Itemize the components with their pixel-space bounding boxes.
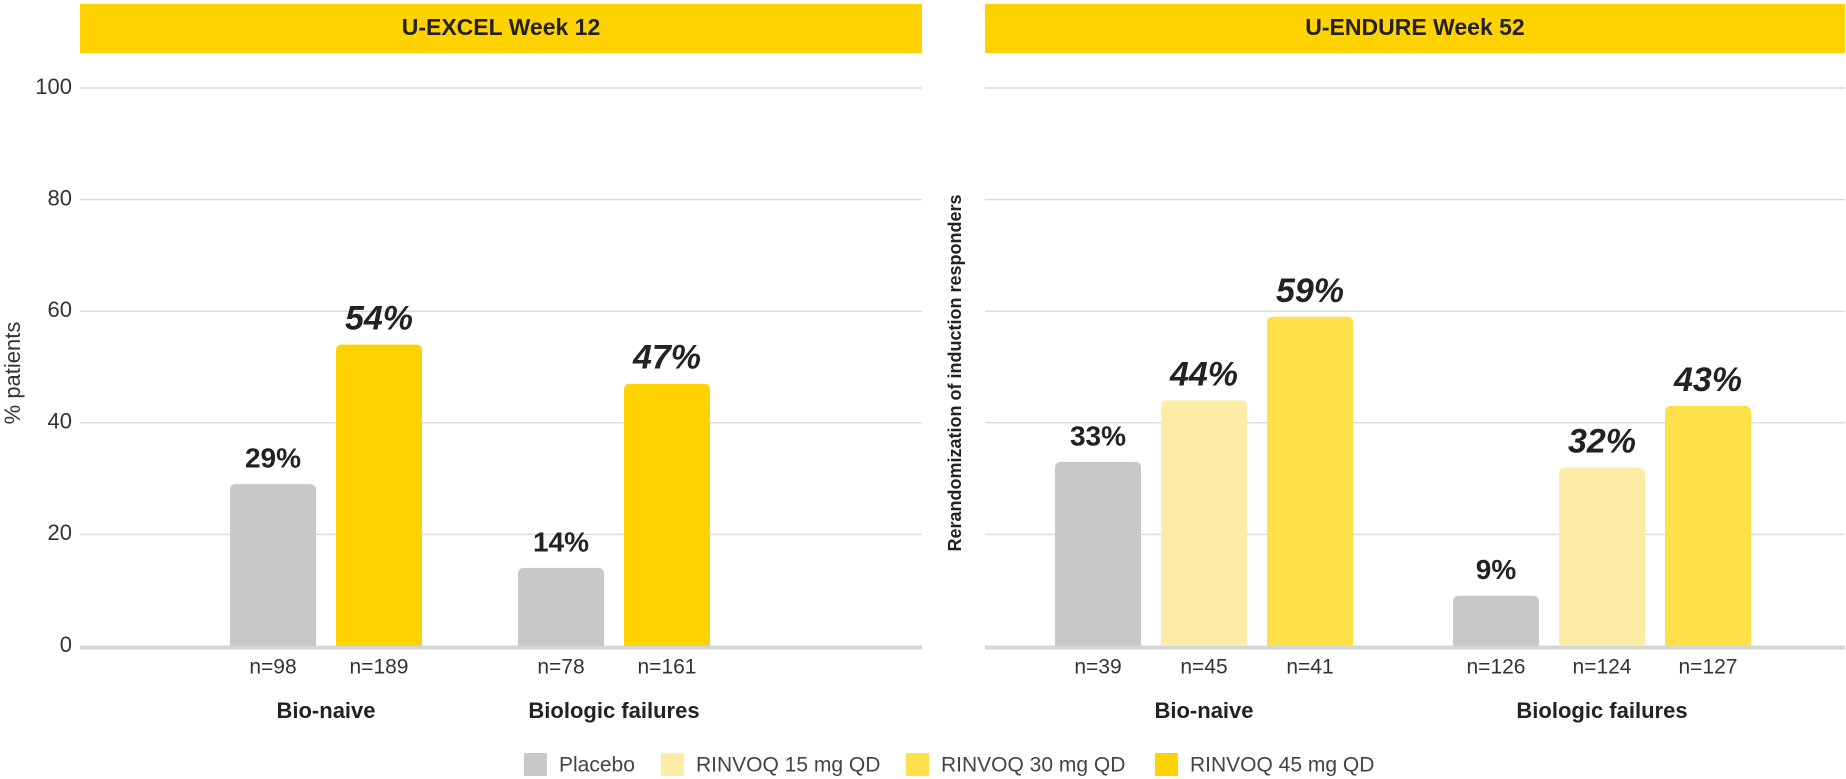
legend-swatch xyxy=(661,753,684,776)
legend-swatch xyxy=(524,753,547,776)
n-label: n=161 xyxy=(638,656,697,679)
bar xyxy=(1267,316,1353,646)
y-tick-label: 40 xyxy=(48,409,72,434)
n-label: n=126 xyxy=(1467,656,1526,679)
n-label: n=45 xyxy=(1180,656,1227,679)
y-tick-label: 20 xyxy=(48,520,72,545)
y-tick-label: 60 xyxy=(48,297,72,322)
bar xyxy=(230,484,316,646)
y-axis-label: Rerandomization of induction responders xyxy=(945,194,965,551)
bar xyxy=(336,344,422,646)
n-label: n=41 xyxy=(1286,656,1333,679)
legend-label: Placebo xyxy=(559,754,635,777)
bar xyxy=(1453,595,1539,646)
n-label: n=98 xyxy=(249,656,296,679)
y-tick-label: 100 xyxy=(35,74,72,99)
category-label: Bio-naive xyxy=(276,698,375,723)
n-label: n=78 xyxy=(537,656,584,679)
legend-swatch xyxy=(1155,753,1178,776)
legend-label: RINVOQ 15 mg QD xyxy=(696,754,880,777)
bar xyxy=(1055,461,1141,646)
title-bar xyxy=(80,4,922,53)
value-label: 44% xyxy=(1169,355,1238,393)
category-label: Biologic failures xyxy=(528,698,699,723)
value-label: 54% xyxy=(345,300,413,338)
n-label: n=127 xyxy=(1679,656,1738,679)
bar xyxy=(1665,406,1751,646)
bar xyxy=(1559,467,1645,646)
y-axis-label: % patients xyxy=(0,322,25,425)
n-label: n=124 xyxy=(1573,656,1632,679)
category-label: Biologic failures xyxy=(1516,698,1687,723)
value-label: 14% xyxy=(533,526,589,557)
category-label: Bio-naive xyxy=(1154,698,1253,723)
value-label: 29% xyxy=(245,443,301,474)
n-label: n=189 xyxy=(350,656,409,679)
chart-title: U-EXCEL Week 12 xyxy=(402,14,601,40)
value-label: 9% xyxy=(1476,554,1517,585)
y-tick-label: 0 xyxy=(60,632,72,657)
y-tick-label: 80 xyxy=(48,185,72,210)
value-label: 59% xyxy=(1276,272,1344,310)
bar xyxy=(624,383,710,646)
value-label: 33% xyxy=(1070,420,1126,451)
value-label: 43% xyxy=(1673,361,1742,399)
n-label: n=39 xyxy=(1074,656,1121,679)
legend-label: RINVOQ 30 mg QD xyxy=(941,754,1125,777)
chart-title: U-ENDURE Week 52 xyxy=(1305,14,1524,40)
legend-swatch xyxy=(906,753,929,776)
title-bar xyxy=(985,4,1845,53)
bar xyxy=(1161,400,1247,646)
bar xyxy=(518,567,604,646)
value-label: 47% xyxy=(632,339,701,377)
legend-label: RINVOQ 45 mg QD xyxy=(1190,754,1374,777)
value-label: 32% xyxy=(1568,422,1636,460)
